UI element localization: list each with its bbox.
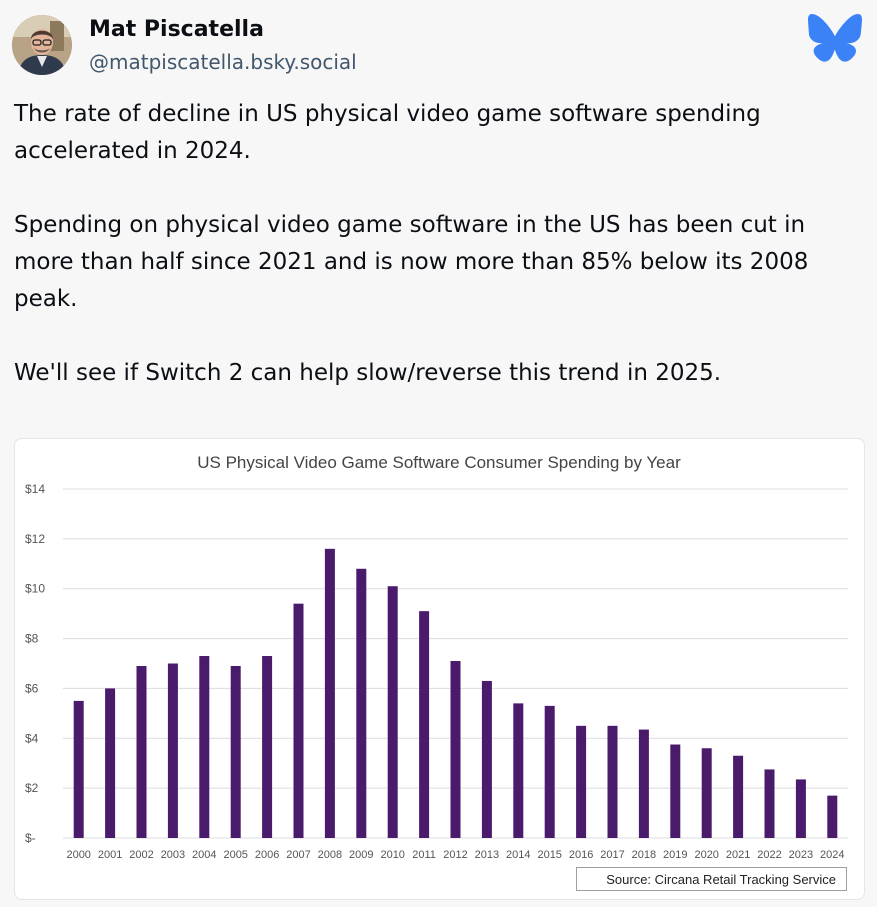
bar-2017 bbox=[607, 725, 618, 838]
post-text: The rate of decline in US physical video… bbox=[14, 96, 864, 392]
x-tick-label: 2019 bbox=[663, 849, 687, 861]
butterfly-shape bbox=[808, 14, 862, 62]
y-tick-label: $14 bbox=[25, 482, 45, 496]
bar-2020 bbox=[701, 748, 712, 838]
y-tick-label: $2 bbox=[25, 781, 39, 795]
x-tick-label: 2005 bbox=[223, 849, 247, 861]
x-tick-label: 2016 bbox=[569, 849, 593, 861]
x-tick-label: 2021 bbox=[726, 849, 750, 861]
x-tick-label: 2007 bbox=[286, 849, 310, 861]
bar-2008 bbox=[324, 548, 335, 838]
x-tick-label: 2013 bbox=[475, 849, 499, 861]
x-tick-label: 2008 bbox=[318, 849, 342, 861]
bar-2003 bbox=[167, 663, 178, 838]
bar-2024 bbox=[827, 795, 838, 838]
bar-2002 bbox=[136, 665, 147, 838]
bars bbox=[73, 548, 838, 838]
bar-2004 bbox=[199, 656, 210, 838]
bar-2021 bbox=[733, 755, 744, 838]
x-tick-label: 2022 bbox=[757, 849, 781, 861]
author-handle[interactable]: @matpiscatella.bsky.social bbox=[89, 50, 357, 74]
bar-2019 bbox=[670, 744, 681, 838]
bar-2016 bbox=[576, 725, 587, 838]
x-tick-label: 2003 bbox=[161, 849, 185, 861]
x-tick-label: 2006 bbox=[255, 849, 279, 861]
x-tick-label: 2002 bbox=[129, 849, 153, 861]
bar-2007 bbox=[293, 603, 304, 838]
y-tick-label: $12 bbox=[25, 532, 45, 546]
bar-2023 bbox=[795, 779, 806, 838]
x-tick-label: 2014 bbox=[506, 849, 530, 861]
y-tick-label: $10 bbox=[25, 582, 45, 596]
bar-2011 bbox=[419, 611, 430, 838]
x-axis-ticks: 2000 2001 2002 2003 2004 2005 2006 2007 2008 2009… bbox=[66, 849, 844, 861]
chart-source: Source: Circana Retail Tracking Service bbox=[576, 867, 847, 891]
bar-2010 bbox=[387, 586, 398, 838]
x-tick-label: 2017 bbox=[600, 849, 624, 861]
x-tick-label: 2018 bbox=[632, 849, 656, 861]
x-tick-label: 2020 bbox=[694, 849, 718, 861]
bar-2018 bbox=[638, 729, 649, 838]
bar-2006 bbox=[262, 656, 273, 838]
y-tick-label: $6 bbox=[25, 681, 39, 695]
bar-2009 bbox=[356, 568, 367, 838]
x-tick-label: 2015 bbox=[537, 849, 561, 861]
post-paragraph-3: We'll see if Switch 2 can help slow/reve… bbox=[14, 360, 722, 386]
bar-2005 bbox=[230, 665, 241, 838]
x-tick-label: 2024 bbox=[820, 849, 844, 861]
author-name[interactable]: Mat Piscatella bbox=[89, 17, 264, 42]
x-tick-label: 2010 bbox=[380, 849, 404, 861]
post-paragraph-1: The rate of decline in US physical video… bbox=[14, 101, 761, 164]
x-tick-label: 2012 bbox=[443, 849, 467, 861]
chart-title: US Physical Video Game Software Consumer… bbox=[197, 453, 681, 472]
bar-2000 bbox=[73, 700, 84, 838]
y-axis-ticks: $- $2 $4 $6 $8 $10 $12 $14 bbox=[25, 482, 45, 845]
y-tick-label: $- bbox=[25, 831, 36, 845]
bluesky-butterfly-icon[interactable] bbox=[808, 14, 862, 62]
x-tick-label: 2000 bbox=[66, 849, 90, 861]
chart-image[interactable]: US Physical Video Game Software Consumer… bbox=[14, 438, 865, 900]
avatar-image bbox=[12, 15, 72, 75]
bluesky-logo-svg bbox=[808, 14, 862, 62]
x-tick-label: 2001 bbox=[98, 849, 122, 861]
y-tick-label: $4 bbox=[25, 731, 39, 745]
bar-2013 bbox=[481, 680, 492, 838]
x-tick-label: 2009 bbox=[349, 849, 373, 861]
bar-2001 bbox=[105, 688, 116, 838]
bar-2015 bbox=[544, 705, 555, 838]
author-avatar[interactable] bbox=[12, 15, 72, 75]
x-tick-label: 2004 bbox=[192, 849, 216, 861]
bar-2022 bbox=[764, 769, 775, 838]
x-tick-label: 2011 bbox=[412, 849, 436, 861]
x-tick-label: 2023 bbox=[789, 849, 813, 861]
bar-chart: US Physical Video Game Software Consumer… bbox=[25, 453, 848, 861]
bar-2014 bbox=[513, 703, 524, 838]
bar-2012 bbox=[450, 661, 461, 838]
post-paragraph-2: Spending on physical video game software… bbox=[14, 212, 809, 312]
y-tick-label: $8 bbox=[25, 632, 39, 646]
